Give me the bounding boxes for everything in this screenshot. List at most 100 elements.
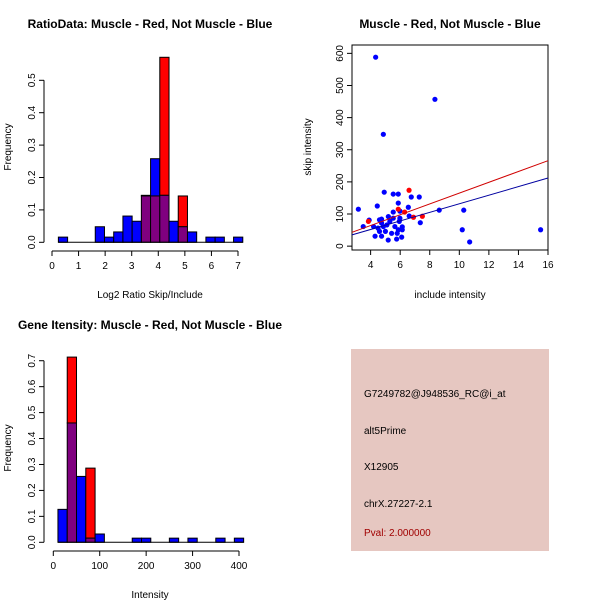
y-tick-label: 0.0 <box>27 535 38 549</box>
x-tick-label: 12 <box>483 260 495 271</box>
y-tick-label: 0.2 <box>27 483 38 497</box>
red-point <box>365 218 372 225</box>
blue-point <box>395 200 401 206</box>
y-tick-label: 500 <box>335 77 346 94</box>
blue-point <box>382 228 389 234</box>
blue-point <box>538 227 544 233</box>
x-tick-label: 2 <box>102 261 108 272</box>
x-tick-label: 3 <box>129 261 135 272</box>
blue-bar <box>94 533 105 543</box>
blue-point <box>389 230 395 236</box>
event-type: alt5Prime <box>364 426 407 437</box>
blue-point <box>355 206 361 212</box>
blue-bar <box>131 537 143 543</box>
y-tick-label: 0.1 <box>27 203 38 217</box>
overlap-bar <box>150 195 161 243</box>
blue-point <box>373 54 379 60</box>
x-tick-label: 400 <box>231 561 248 572</box>
y-tick-label: 0.4 <box>27 431 38 445</box>
blue-point <box>394 236 400 242</box>
blue-bar <box>233 236 244 243</box>
blue-point <box>385 237 391 243</box>
blue-point <box>381 189 387 195</box>
blue-bar <box>113 231 124 243</box>
y-tick-label: 400 <box>335 109 346 126</box>
gene-id: X12905 <box>364 462 399 473</box>
blue-bar <box>57 508 68 543</box>
blue-point <box>385 213 391 220</box>
blue-point <box>461 207 467 213</box>
red-bar <box>159 56 170 196</box>
blue-bar <box>233 537 245 543</box>
blue-point <box>376 228 383 234</box>
scatter-ylabel: skip intensity <box>303 118 314 175</box>
y-tick-label: 0.2 <box>27 170 38 184</box>
overlap-bar <box>159 194 170 243</box>
blue-bar <box>168 220 179 243</box>
blue-point <box>399 224 405 230</box>
blue-point <box>408 194 414 200</box>
red-bar <box>85 467 96 539</box>
blue-point <box>378 233 385 239</box>
ratio-histogram-xlabel: Log2 Ratio Skip/Include <box>97 290 203 301</box>
y-tick-label: 0 <box>335 243 346 249</box>
blue-point <box>376 217 383 223</box>
y-tick-label: 0.3 <box>27 457 38 471</box>
blue-point <box>392 223 398 230</box>
ratio-histogram: RatioData: Muscle - Red, Not Muscle - Bl… <box>3 17 273 301</box>
x-tick-label: 5 <box>182 261 188 272</box>
red-fit-line <box>351 160 549 233</box>
red-point <box>395 206 401 212</box>
blue-bar <box>131 220 142 243</box>
x-tick-label: 6 <box>397 260 403 271</box>
overlap-bar <box>85 537 96 543</box>
blue-point <box>390 191 396 197</box>
info-panel-background <box>351 349 549 551</box>
y-tick-label: 0.5 <box>27 73 38 87</box>
x-tick-label: 4 <box>156 261 162 272</box>
y-tick-label: 0.3 <box>27 138 38 152</box>
x-tick-label: 300 <box>184 561 201 572</box>
blue-point <box>432 96 438 102</box>
blue-bar <box>122 215 133 243</box>
overlap-bar <box>140 195 152 243</box>
blue-point <box>459 227 465 233</box>
blue-bar <box>168 537 180 543</box>
y-tick-label: 0.4 <box>27 105 38 119</box>
pval: Pval: 2.000000 <box>364 528 431 539</box>
blue-bar <box>103 236 115 243</box>
y-tick-label: 0.5 <box>27 405 38 419</box>
blue-point <box>390 209 396 215</box>
plot-box <box>351 44 549 251</box>
y-tick-label: 0.0 <box>27 235 38 249</box>
blue-point <box>395 191 401 197</box>
x-tick-label: 8 <box>427 260 433 271</box>
gene-intensity-ylabel: Frequency <box>3 424 14 471</box>
red-bar <box>66 356 78 424</box>
blue-bar <box>205 236 216 243</box>
x-tick-label: 200 <box>138 561 155 572</box>
location: chrX.27227-2.1 <box>364 499 433 510</box>
info-panel: G7249782@J948536_RC@i_at alt5Prime X1290… <box>351 349 549 551</box>
x-tick-label: 0 <box>49 261 55 272</box>
blue-point <box>372 233 378 239</box>
probe-id: G7249782@J948536_RC@i_at <box>364 389 506 400</box>
x-tick-label: 6 <box>209 261 215 272</box>
x-tick-label: 1 <box>76 261 82 272</box>
blue-point <box>397 215 403 221</box>
x-tick-label: 14 <box>513 260 525 271</box>
blue-bar <box>141 537 152 543</box>
ratio-histogram-title: RatioData: Muscle - Red, Not Muscle - Bl… <box>28 17 273 31</box>
blue-point <box>416 194 422 200</box>
blue-point <box>399 234 405 240</box>
y-tick-label: 0.6 <box>27 379 38 393</box>
x-tick-label: 100 <box>91 561 108 572</box>
blue-bar <box>76 475 87 543</box>
blue-bar <box>57 236 69 243</box>
blue-point <box>374 203 380 209</box>
ratio-histogram-ylabel: Frequency <box>3 123 14 170</box>
blue-point <box>387 218 393 225</box>
scatter-title: Muscle - Red, Not Muscle - Blue <box>359 17 541 31</box>
red-bar <box>177 195 188 228</box>
